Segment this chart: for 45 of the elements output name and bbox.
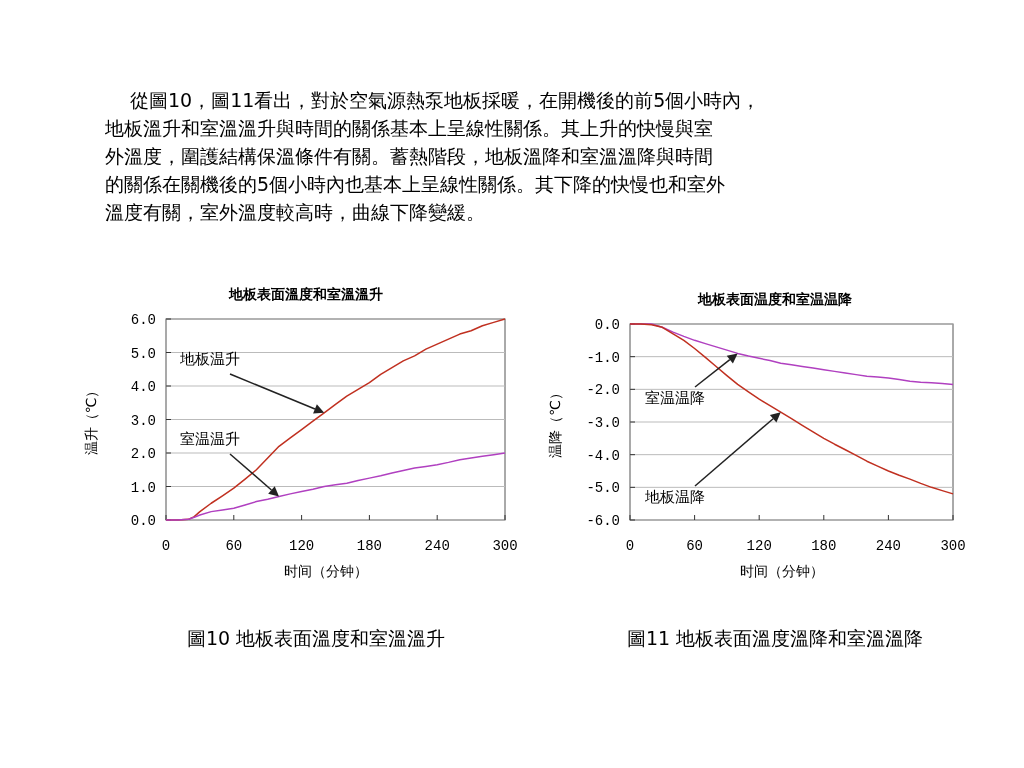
x-tick-label: 300	[492, 538, 518, 554]
text: 的關係在關機後的5個小時內也基本上呈線性關係。其下降的快慢也和室外	[105, 173, 726, 195]
y-tick-label: 1.0	[130, 479, 156, 496]
x-tick-label: 60	[686, 538, 704, 554]
chart-title: 地板表面温度和室温温降	[697, 291, 853, 307]
x-tick-label: 120	[746, 538, 772, 554]
text: 溫度有關，室外溫度較高時，曲線下降變緩。	[105, 201, 485, 223]
y-tick-label: 5.0	[130, 345, 156, 362]
y-tick-label: 6.0	[130, 312, 156, 328]
annotation: 室温温降	[645, 389, 705, 407]
y-axis-title: 温降（℃）	[547, 386, 563, 458]
y-tick-label: -2.0	[586, 382, 620, 399]
y-tick-label: 4.0	[130, 379, 156, 395]
x-tick-label: 240	[875, 538, 902, 554]
x-tick-label: 0	[625, 538, 635, 554]
text: 地板溫升和室溫溫升與時間的關係基本上呈線性關係。其上升的快慢與室	[104, 117, 713, 139]
line-series	[165, 452, 506, 521]
y-tick-label: 3.0	[130, 412, 156, 429]
x-axis-title: 时间（分钟）	[739, 563, 824, 579]
text: 外溫度，圍護結構保溫條件有關。蓄熱階段，地板溫降和室溫溫降與時間	[105, 145, 713, 167]
chart-title: 地板表面溫度和室溫溫升	[228, 286, 383, 302]
y-tick-label: -4.0	[586, 447, 620, 464]
y-tick-label: 2.0	[130, 446, 156, 462]
y-tick-label: -5.0	[586, 480, 620, 497]
text: 從圖10，圖11看出，對於空氣源熱泵地板採暖，在開機後的前5個小時內，	[130, 89, 761, 111]
annotation: 地板温降	[644, 488, 705, 506]
line-series	[165, 318, 506, 521]
x-tick-label: 60	[225, 538, 243, 554]
caption: 圖10 地板表面溫度和室溫溫升	[186, 627, 446, 649]
y-tick-label: -6.0	[586, 513, 620, 529]
y-tick-label: 0.0	[594, 317, 620, 333]
y-axis-title: 温升（℃）	[83, 383, 99, 456]
y-tick-label: -1.0	[586, 349, 620, 366]
x-tick-label: 180	[811, 538, 837, 554]
caption: 圖11 地板表面溫度溫降和室溫溫降	[626, 627, 924, 649]
y-tick-label: 0.0	[130, 513, 156, 529]
x-tick-label: 300	[940, 538, 966, 554]
annotation: 地板温升	[179, 350, 240, 368]
y-tick-label: -3.0	[586, 415, 620, 431]
x-tick-label: 180	[356, 538, 383, 554]
x-tick-label: 240	[424, 538, 450, 554]
x-axis-title: 时间（分钟）	[283, 563, 368, 579]
x-tick-label: 0	[161, 538, 171, 554]
annotation: 室温温升	[180, 430, 240, 448]
x-tick-label: 120	[288, 538, 315, 554]
